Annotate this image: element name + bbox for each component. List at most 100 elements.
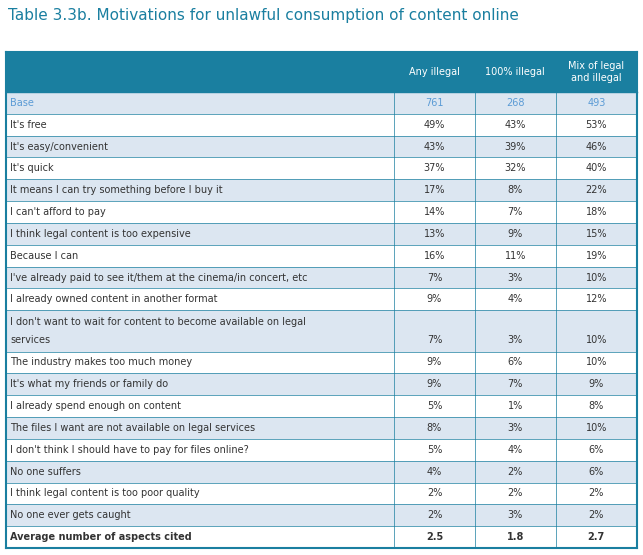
Text: 32%: 32% bbox=[505, 163, 526, 173]
Text: 6%: 6% bbox=[589, 445, 604, 455]
Text: I think legal content is too poor quality: I think legal content is too poor qualit… bbox=[10, 488, 199, 498]
Text: 761: 761 bbox=[425, 98, 444, 108]
Bar bbox=[6, 395, 637, 417]
Text: 9%: 9% bbox=[507, 229, 523, 239]
Text: It's what my friends or family do: It's what my friends or family do bbox=[10, 379, 168, 389]
Text: 1%: 1% bbox=[507, 401, 523, 411]
Bar bbox=[6, 461, 637, 482]
Text: 4%: 4% bbox=[427, 467, 442, 477]
Text: 2%: 2% bbox=[588, 488, 604, 498]
Text: 40%: 40% bbox=[586, 163, 607, 173]
Text: It means I can try something before I buy it: It means I can try something before I bu… bbox=[10, 185, 222, 195]
Text: 14%: 14% bbox=[424, 207, 445, 217]
Text: 49%: 49% bbox=[424, 120, 445, 130]
Text: 18%: 18% bbox=[586, 207, 607, 217]
Text: 10%: 10% bbox=[586, 273, 607, 282]
Text: 2%: 2% bbox=[507, 488, 523, 498]
Text: The files I want are not available on legal services: The files I want are not available on le… bbox=[10, 423, 255, 433]
Text: 6%: 6% bbox=[589, 467, 604, 477]
Text: 16%: 16% bbox=[424, 251, 445, 261]
Text: Because I can: Because I can bbox=[10, 251, 78, 261]
Text: 8%: 8% bbox=[427, 423, 442, 433]
Text: 7%: 7% bbox=[427, 335, 442, 345]
Text: 37%: 37% bbox=[424, 163, 445, 173]
Text: I think legal content is too expensive: I think legal content is too expensive bbox=[10, 229, 191, 239]
Bar bbox=[6, 310, 637, 351]
Text: 7%: 7% bbox=[507, 379, 523, 389]
Text: 3%: 3% bbox=[507, 273, 523, 282]
Text: 2%: 2% bbox=[427, 488, 442, 498]
Text: 19%: 19% bbox=[586, 251, 607, 261]
Text: I don't think I should have to pay for files online?: I don't think I should have to pay for f… bbox=[10, 445, 249, 455]
Text: No one ever gets caught: No one ever gets caught bbox=[10, 510, 131, 520]
Text: 7%: 7% bbox=[427, 273, 442, 282]
Text: 17%: 17% bbox=[424, 185, 445, 195]
Bar bbox=[6, 245, 637, 266]
Text: 9%: 9% bbox=[589, 379, 604, 389]
Text: 12%: 12% bbox=[586, 294, 607, 304]
Text: 2.7: 2.7 bbox=[588, 532, 605, 542]
Text: 9%: 9% bbox=[427, 294, 442, 304]
Text: 1.8: 1.8 bbox=[507, 532, 524, 542]
Text: 2%: 2% bbox=[588, 510, 604, 520]
Bar bbox=[6, 417, 637, 439]
Text: 22%: 22% bbox=[586, 185, 607, 195]
Text: Average number of aspects cited: Average number of aspects cited bbox=[10, 532, 192, 542]
Text: I've already paid to see it/them at the cinema/in concert, etc: I've already paid to see it/them at the … bbox=[10, 273, 307, 282]
Bar bbox=[6, 374, 637, 395]
Text: 9%: 9% bbox=[427, 379, 442, 389]
Text: 53%: 53% bbox=[586, 120, 607, 130]
Text: 2.5: 2.5 bbox=[426, 532, 443, 542]
Text: 9%: 9% bbox=[427, 357, 442, 367]
Text: 100% illegal: 100% illegal bbox=[485, 67, 545, 77]
Text: It's quick: It's quick bbox=[10, 163, 53, 173]
Text: 43%: 43% bbox=[505, 120, 526, 130]
Text: It's free: It's free bbox=[10, 120, 47, 130]
Text: 493: 493 bbox=[587, 98, 606, 108]
Text: 13%: 13% bbox=[424, 229, 445, 239]
Text: 10%: 10% bbox=[586, 335, 607, 345]
Text: 6%: 6% bbox=[507, 357, 523, 367]
Bar bbox=[6, 351, 637, 374]
Text: 4%: 4% bbox=[507, 445, 523, 455]
Bar bbox=[6, 482, 637, 504]
Text: 3%: 3% bbox=[507, 335, 523, 345]
Bar bbox=[6, 266, 637, 289]
Bar bbox=[6, 135, 637, 158]
Text: I can't afford to pay: I can't afford to pay bbox=[10, 207, 105, 217]
Bar bbox=[6, 179, 637, 201]
Bar bbox=[6, 114, 637, 135]
Bar bbox=[6, 201, 637, 223]
Text: 8%: 8% bbox=[507, 185, 523, 195]
Text: 5%: 5% bbox=[427, 445, 442, 455]
Bar bbox=[6, 92, 637, 114]
Text: 10%: 10% bbox=[586, 423, 607, 433]
Bar bbox=[6, 526, 637, 548]
Text: I don't want to wait for content to become available on legal: I don't want to wait for content to beco… bbox=[10, 317, 306, 327]
Text: 10%: 10% bbox=[586, 357, 607, 367]
Text: 7%: 7% bbox=[507, 207, 523, 217]
Bar bbox=[6, 158, 637, 179]
Text: 11%: 11% bbox=[505, 251, 526, 261]
Bar bbox=[6, 223, 637, 245]
Text: 4%: 4% bbox=[507, 294, 523, 304]
Text: It's easy/convenient: It's easy/convenient bbox=[10, 142, 108, 152]
Text: 3%: 3% bbox=[507, 423, 523, 433]
Text: Base: Base bbox=[10, 98, 34, 108]
Bar bbox=[6, 52, 637, 92]
Text: 5%: 5% bbox=[427, 401, 442, 411]
Text: 15%: 15% bbox=[586, 229, 607, 239]
Text: 8%: 8% bbox=[589, 401, 604, 411]
Text: Any illegal: Any illegal bbox=[409, 67, 460, 77]
Bar bbox=[6, 439, 637, 461]
Text: 39%: 39% bbox=[505, 142, 526, 152]
Bar bbox=[6, 289, 637, 310]
Text: 2%: 2% bbox=[507, 467, 523, 477]
Text: I already owned content in another format: I already owned content in another forma… bbox=[10, 294, 217, 304]
Text: No one suffers: No one suffers bbox=[10, 467, 81, 477]
Text: 46%: 46% bbox=[586, 142, 607, 152]
Text: Table 3.3b. Motivations for unlawful consumption of content online: Table 3.3b. Motivations for unlawful con… bbox=[8, 8, 519, 23]
Bar bbox=[6, 504, 637, 526]
Text: 268: 268 bbox=[506, 98, 525, 108]
Text: The industry makes too much money: The industry makes too much money bbox=[10, 357, 192, 367]
